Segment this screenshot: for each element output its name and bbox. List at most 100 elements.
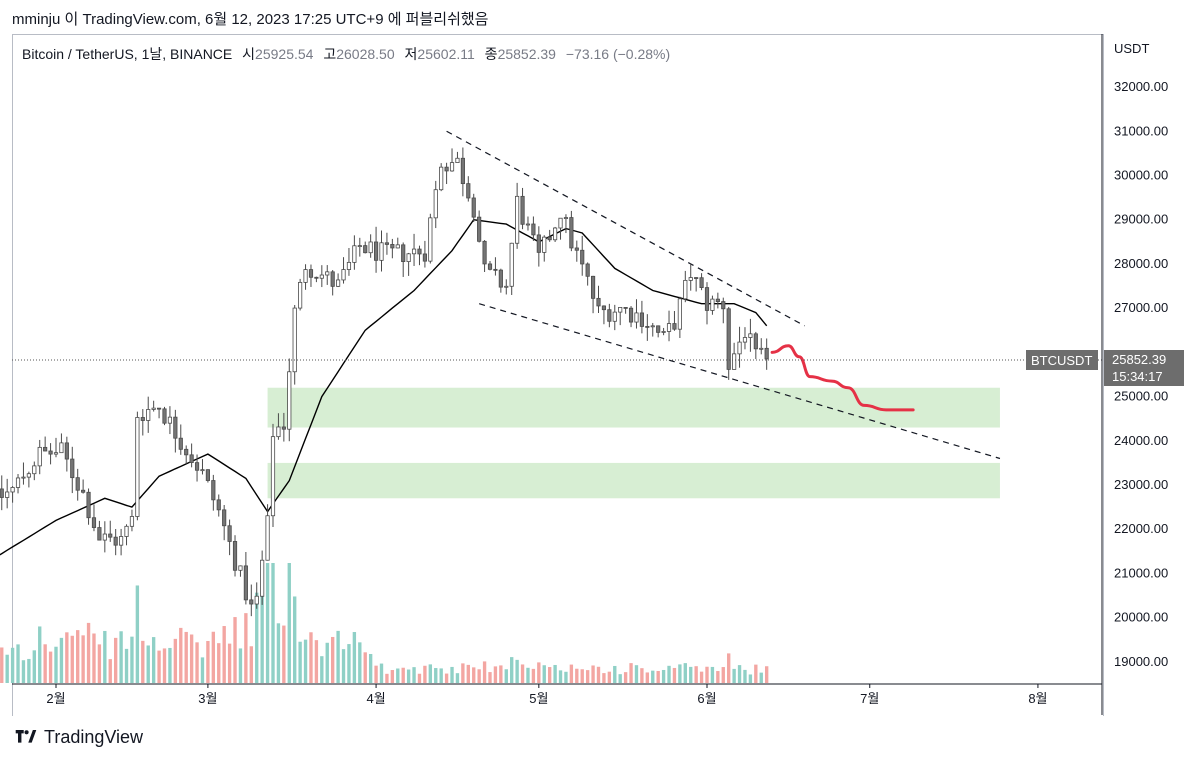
candle-body[interactable] [254, 595, 259, 605]
candle-body[interactable] [167, 416, 173, 424]
candle-body[interactable] [227, 525, 232, 542]
candle-body[interactable] [460, 157, 465, 185]
candle-body[interactable] [699, 277, 704, 288]
candle-body[interactable] [536, 234, 541, 253]
candle-body[interactable] [417, 248, 422, 255]
candle-body[interactable] [439, 166, 444, 191]
candle-body[interactable] [276, 426, 281, 438]
candle-body[interactable] [753, 333, 758, 350]
candle-body[interactable] [471, 197, 476, 218]
candle-body[interactable] [650, 325, 655, 328]
candle-body[interactable] [666, 323, 672, 332]
candle-body[interactable] [596, 297, 601, 307]
candle-body[interactable] [515, 195, 520, 244]
candle-body[interactable] [715, 298, 720, 303]
candle-body[interactable] [390, 244, 395, 249]
candle-body[interactable] [151, 407, 156, 410]
candle-body[interactable] [449, 162, 455, 172]
candle-body[interactable] [43, 446, 48, 452]
candle-body[interactable] [194, 462, 200, 471]
candle-body[interactable] [395, 244, 400, 249]
candle-body[interactable] [639, 312, 644, 327]
candle-body[interactable] [411, 248, 417, 255]
candle-body[interactable] [102, 533, 107, 541]
candle-body[interactable] [265, 515, 270, 561]
candle-body[interactable] [173, 416, 178, 439]
candle-body[interactable] [363, 245, 368, 254]
candle-body[interactable] [178, 437, 183, 450]
candle-body[interactable] [70, 458, 75, 479]
candle-body[interactable] [628, 307, 634, 323]
candle-body[interactable] [504, 285, 509, 288]
candle-body[interactable] [10, 487, 15, 493]
candle-body[interactable] [563, 217, 569, 219]
candle-body[interactable] [53, 452, 59, 455]
candle-body[interactable] [319, 274, 324, 279]
candle-body[interactable] [688, 277, 693, 281]
candle-body[interactable] [91, 517, 97, 528]
candle-body[interactable] [737, 341, 742, 355]
candle-body[interactable] [607, 309, 612, 322]
candle-body[interactable] [422, 253, 427, 262]
candle-body[interactable] [129, 516, 135, 527]
candle-body[interactable] [156, 407, 162, 410]
candle-body[interactable] [726, 308, 731, 370]
candle-body[interactable] [569, 217, 574, 249]
candle-body[interactable] [748, 333, 753, 338]
candle-body[interactable] [5, 491, 10, 498]
candle-body[interactable] [249, 599, 254, 605]
candle-body[interactable] [330, 271, 335, 287]
candle-body[interactable] [683, 279, 688, 300]
candle-body[interactable] [525, 223, 531, 226]
candle-body[interactable] [585, 263, 590, 277]
candle-body[interactable] [81, 489, 86, 493]
candle-body[interactable] [336, 279, 341, 287]
candle-body[interactable] [509, 242, 514, 287]
candle-body[interactable] [477, 216, 482, 242]
candle-body[interactable] [401, 244, 406, 263]
candle-body[interactable] [314, 276, 319, 279]
candle-body[interactable] [325, 271, 330, 276]
candle-body[interactable] [26, 473, 31, 478]
candle-body[interactable] [146, 409, 151, 421]
candle-body[interactable] [601, 305, 607, 311]
candle-body[interactable] [672, 323, 677, 330]
candle-body[interactable] [542, 236, 547, 253]
tradingview-logo[interactable]: TradingView [14, 727, 143, 748]
candle-body[interactable] [487, 263, 493, 270]
candle-body[interactable] [444, 166, 449, 172]
candle-body[interactable] [428, 217, 433, 262]
candle-body[interactable] [623, 307, 628, 309]
candle-body[interactable] [135, 417, 140, 517]
candle-body[interactable] [238, 565, 243, 571]
candle-body[interactable] [433, 189, 438, 219]
candle-body[interactable] [455, 157, 460, 163]
candle-body[interactable] [732, 353, 737, 370]
candle-body[interactable] [618, 307, 623, 313]
candle-body[interactable] [677, 298, 682, 330]
candle-body[interactable] [482, 240, 487, 265]
candle-body[interactable] [59, 442, 64, 454]
candle-body[interactable] [406, 253, 411, 263]
candle-body[interactable] [590, 275, 596, 299]
candle-body[interactable] [656, 325, 661, 333]
candle-body[interactable] [384, 242, 390, 245]
candle-body[interactable] [368, 241, 373, 254]
candle-body[interactable] [547, 236, 552, 241]
candle-body[interactable] [64, 442, 69, 460]
candle-body[interactable] [721, 301, 726, 310]
candle-body[interactable] [21, 476, 26, 479]
candle-body[interactable] [341, 269, 346, 281]
candle-body[interactable] [281, 426, 286, 430]
candle-body[interactable] [124, 525, 129, 537]
candle-body[interactable] [260, 559, 265, 597]
candle-body[interactable] [379, 242, 384, 261]
candle-body[interactable] [162, 408, 167, 424]
candle-body[interactable] [498, 269, 503, 288]
candle-body[interactable] [243, 565, 248, 601]
candle-body[interactable] [48, 450, 53, 455]
candle-body[interactable] [298, 281, 303, 309]
candle-body[interactable] [612, 311, 617, 322]
candle-body[interactable] [222, 509, 227, 527]
